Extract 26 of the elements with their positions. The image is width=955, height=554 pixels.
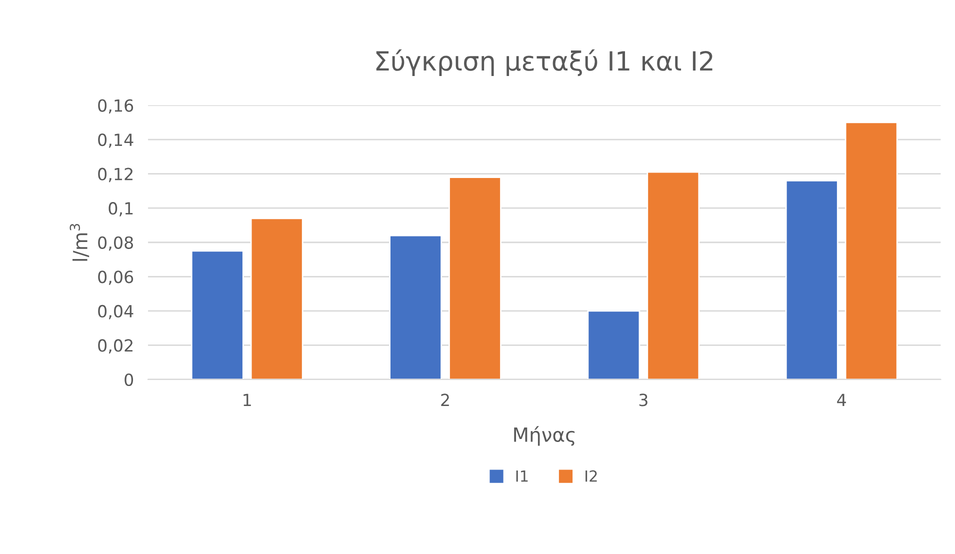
y-tick-label: 0,02 (98, 339, 132, 354)
y-tick-label: 0,08 (98, 236, 133, 251)
x-tick-label: 3 (639, 394, 648, 406)
y-tick-label: 0,12 (98, 168, 132, 182)
y-tick-label: 0,04 (98, 304, 134, 320)
chart-title: Σύγκριση μεταξύ I1 και I2 (376, 49, 712, 76)
y-tick-label: 0,16 (98, 99, 134, 114)
bar (250, 218, 304, 380)
x-tick-label: 2 (441, 394, 449, 406)
legend-label: I1 (516, 470, 528, 482)
bar (389, 234, 442, 380)
bar (785, 180, 838, 380)
bar (190, 250, 244, 380)
bar (646, 171, 700, 380)
y-tick-label: 0,14 (98, 134, 134, 148)
y-axis-title: l/m$^{3}$ (70, 224, 90, 261)
bar (448, 176, 502, 380)
bar (844, 122, 898, 380)
x-tick-label: 1 (244, 394, 251, 406)
legend-label: I2 (586, 470, 597, 482)
y-tick-label: 0 (124, 373, 134, 386)
y-tick-label: 0,06 (98, 270, 134, 285)
y-tick-label: 0,1 (108, 202, 133, 216)
x-tick-label: 4 (837, 394, 846, 406)
bar (587, 310, 640, 380)
x-axis-title: Μήνας (514, 426, 575, 446)
